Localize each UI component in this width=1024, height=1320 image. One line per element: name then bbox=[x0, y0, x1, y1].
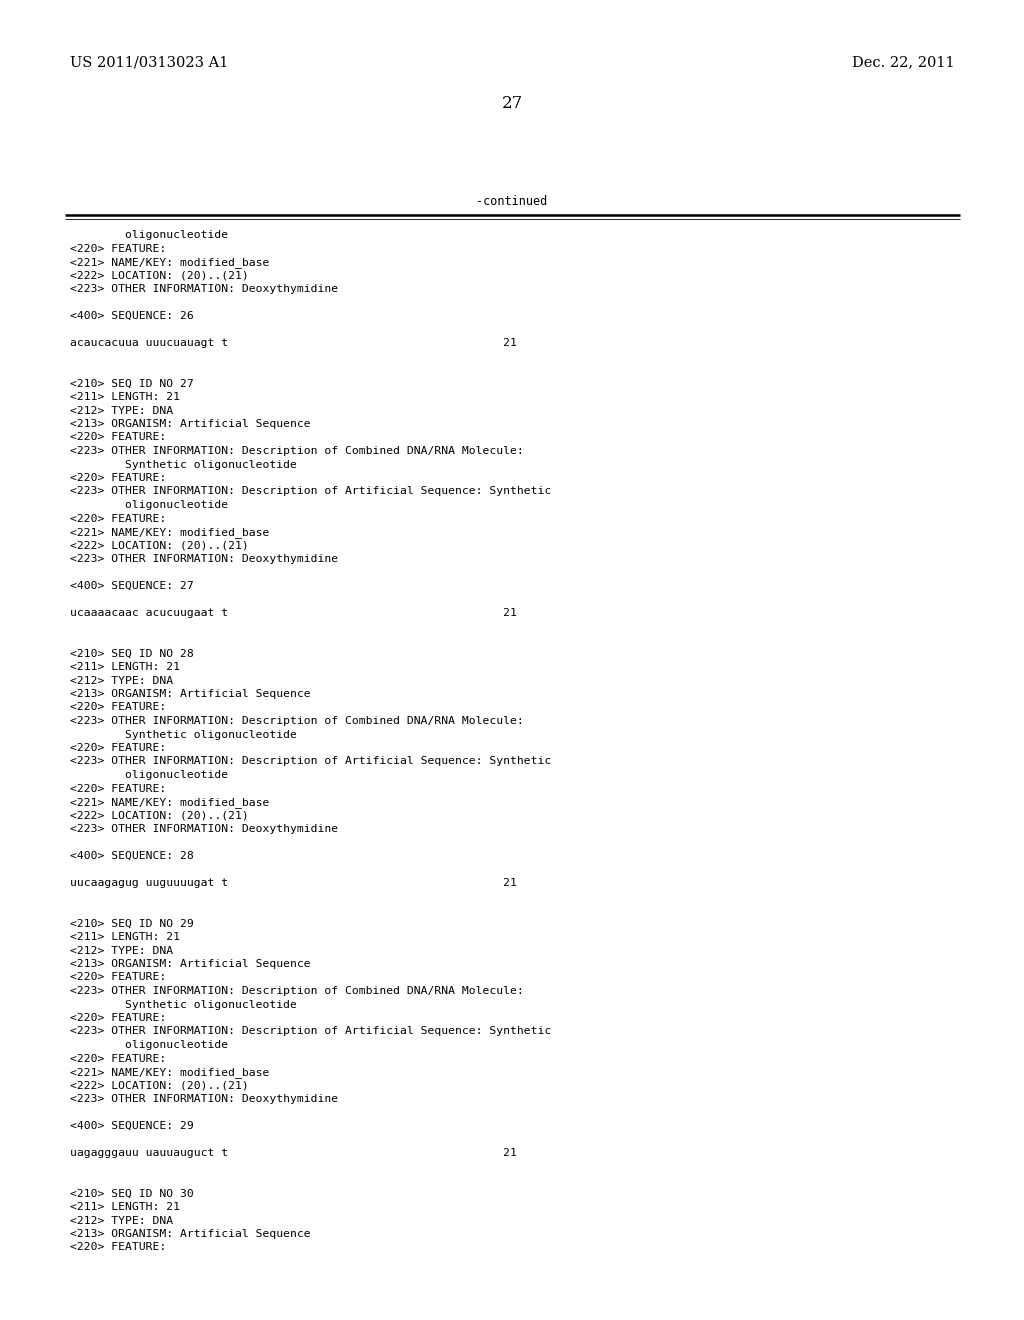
Text: Synthetic oligonucleotide: Synthetic oligonucleotide bbox=[70, 999, 297, 1010]
Text: <223> OTHER INFORMATION: Description of Combined DNA/RNA Molecule:: <223> OTHER INFORMATION: Description of … bbox=[70, 715, 523, 726]
Text: oligonucleotide: oligonucleotide bbox=[70, 500, 228, 510]
Text: <211> LENGTH: 21: <211> LENGTH: 21 bbox=[70, 932, 180, 942]
Text: <220> FEATURE:: <220> FEATURE: bbox=[70, 513, 166, 524]
Text: <223> OTHER INFORMATION: Description of Combined DNA/RNA Molecule:: <223> OTHER INFORMATION: Description of … bbox=[70, 446, 523, 455]
Text: <220> FEATURE:: <220> FEATURE: bbox=[70, 702, 166, 713]
Text: <220> FEATURE:: <220> FEATURE: bbox=[70, 1012, 166, 1023]
Text: -continued: -continued bbox=[476, 195, 548, 209]
Text: acaucacuua uuucuauagt t                                        21: acaucacuua uuucuauagt t 21 bbox=[70, 338, 517, 348]
Text: <223> OTHER INFORMATION: Description of Artificial Sequence: Synthetic: <223> OTHER INFORMATION: Description of … bbox=[70, 487, 551, 496]
Text: Synthetic oligonucleotide: Synthetic oligonucleotide bbox=[70, 730, 297, 739]
Text: <400> SEQUENCE: 27: <400> SEQUENCE: 27 bbox=[70, 581, 194, 591]
Text: <400> SEQUENCE: 28: <400> SEQUENCE: 28 bbox=[70, 851, 194, 861]
Text: <211> LENGTH: 21: <211> LENGTH: 21 bbox=[70, 663, 180, 672]
Text: uagagggauu uauuauguct t                                        21: uagagggauu uauuauguct t 21 bbox=[70, 1148, 517, 1158]
Text: <213> ORGANISM: Artificial Sequence: <213> ORGANISM: Artificial Sequence bbox=[70, 689, 310, 700]
Text: <210> SEQ ID NO 29: <210> SEQ ID NO 29 bbox=[70, 919, 194, 928]
Text: Synthetic oligonucleotide: Synthetic oligonucleotide bbox=[70, 459, 297, 470]
Text: <400> SEQUENCE: 29: <400> SEQUENCE: 29 bbox=[70, 1121, 194, 1131]
Text: <222> LOCATION: (20)..(21): <222> LOCATION: (20)..(21) bbox=[70, 810, 249, 821]
Text: <210> SEQ ID NO 27: <210> SEQ ID NO 27 bbox=[70, 379, 194, 388]
Text: <223> OTHER INFORMATION: Deoxythymidine: <223> OTHER INFORMATION: Deoxythymidine bbox=[70, 284, 338, 294]
Text: <212> TYPE: DNA: <212> TYPE: DNA bbox=[70, 1216, 173, 1225]
Text: <223> OTHER INFORMATION: Deoxythymidine: <223> OTHER INFORMATION: Deoxythymidine bbox=[70, 824, 338, 834]
Text: <210> SEQ ID NO 30: <210> SEQ ID NO 30 bbox=[70, 1188, 194, 1199]
Text: <220> FEATURE:: <220> FEATURE: bbox=[70, 973, 166, 982]
Text: <223> OTHER INFORMATION: Description of Combined DNA/RNA Molecule:: <223> OTHER INFORMATION: Description of … bbox=[70, 986, 523, 997]
Text: <211> LENGTH: 21: <211> LENGTH: 21 bbox=[70, 1203, 180, 1212]
Text: <220> FEATURE:: <220> FEATURE: bbox=[70, 1242, 166, 1253]
Text: <221> NAME/KEY: modified_base: <221> NAME/KEY: modified_base bbox=[70, 257, 269, 268]
Text: <223> OTHER INFORMATION: Deoxythymidine: <223> OTHER INFORMATION: Deoxythymidine bbox=[70, 554, 338, 564]
Text: <400> SEQUENCE: 26: <400> SEQUENCE: 26 bbox=[70, 312, 194, 321]
Text: oligonucleotide: oligonucleotide bbox=[70, 770, 228, 780]
Text: <220> FEATURE:: <220> FEATURE: bbox=[70, 473, 166, 483]
Text: <212> TYPE: DNA: <212> TYPE: DNA bbox=[70, 945, 173, 956]
Text: <221> NAME/KEY: modified_base: <221> NAME/KEY: modified_base bbox=[70, 527, 269, 539]
Text: <222> LOCATION: (20)..(21): <222> LOCATION: (20)..(21) bbox=[70, 1081, 249, 1090]
Text: <220> FEATURE:: <220> FEATURE: bbox=[70, 433, 166, 442]
Text: <212> TYPE: DNA: <212> TYPE: DNA bbox=[70, 405, 173, 416]
Text: ucaaaacaac acucuugaat t                                        21: ucaaaacaac acucuugaat t 21 bbox=[70, 609, 517, 618]
Text: Dec. 22, 2011: Dec. 22, 2011 bbox=[852, 55, 955, 69]
Text: <220> FEATURE:: <220> FEATURE: bbox=[70, 743, 166, 752]
Text: uucaagagug uuguuuugat t                                        21: uucaagagug uuguuuugat t 21 bbox=[70, 878, 517, 888]
Text: <212> TYPE: DNA: <212> TYPE: DNA bbox=[70, 676, 173, 685]
Text: 27: 27 bbox=[502, 95, 522, 112]
Text: <220> FEATURE:: <220> FEATURE: bbox=[70, 784, 166, 793]
Text: <222> LOCATION: (20)..(21): <222> LOCATION: (20)..(21) bbox=[70, 271, 249, 281]
Text: <213> ORGANISM: Artificial Sequence: <213> ORGANISM: Artificial Sequence bbox=[70, 418, 310, 429]
Text: US 2011/0313023 A1: US 2011/0313023 A1 bbox=[70, 55, 228, 69]
Text: <213> ORGANISM: Artificial Sequence: <213> ORGANISM: Artificial Sequence bbox=[70, 960, 310, 969]
Text: <223> OTHER INFORMATION: Description of Artificial Sequence: Synthetic: <223> OTHER INFORMATION: Description of … bbox=[70, 756, 551, 767]
Text: <223> OTHER INFORMATION: Description of Artificial Sequence: Synthetic: <223> OTHER INFORMATION: Description of … bbox=[70, 1027, 551, 1036]
Text: oligonucleotide: oligonucleotide bbox=[70, 230, 228, 240]
Text: <210> SEQ ID NO 28: <210> SEQ ID NO 28 bbox=[70, 648, 194, 659]
Text: <222> LOCATION: (20)..(21): <222> LOCATION: (20)..(21) bbox=[70, 540, 249, 550]
Text: <220> FEATURE:: <220> FEATURE: bbox=[70, 1053, 166, 1064]
Text: <221> NAME/KEY: modified_base: <221> NAME/KEY: modified_base bbox=[70, 1067, 269, 1078]
Text: <223> OTHER INFORMATION: Deoxythymidine: <223> OTHER INFORMATION: Deoxythymidine bbox=[70, 1094, 338, 1104]
Text: <213> ORGANISM: Artificial Sequence: <213> ORGANISM: Artificial Sequence bbox=[70, 1229, 310, 1239]
Text: <221> NAME/KEY: modified_base: <221> NAME/KEY: modified_base bbox=[70, 797, 269, 808]
Text: oligonucleotide: oligonucleotide bbox=[70, 1040, 228, 1049]
Text: <220> FEATURE:: <220> FEATURE: bbox=[70, 243, 166, 253]
Text: <211> LENGTH: 21: <211> LENGTH: 21 bbox=[70, 392, 180, 403]
